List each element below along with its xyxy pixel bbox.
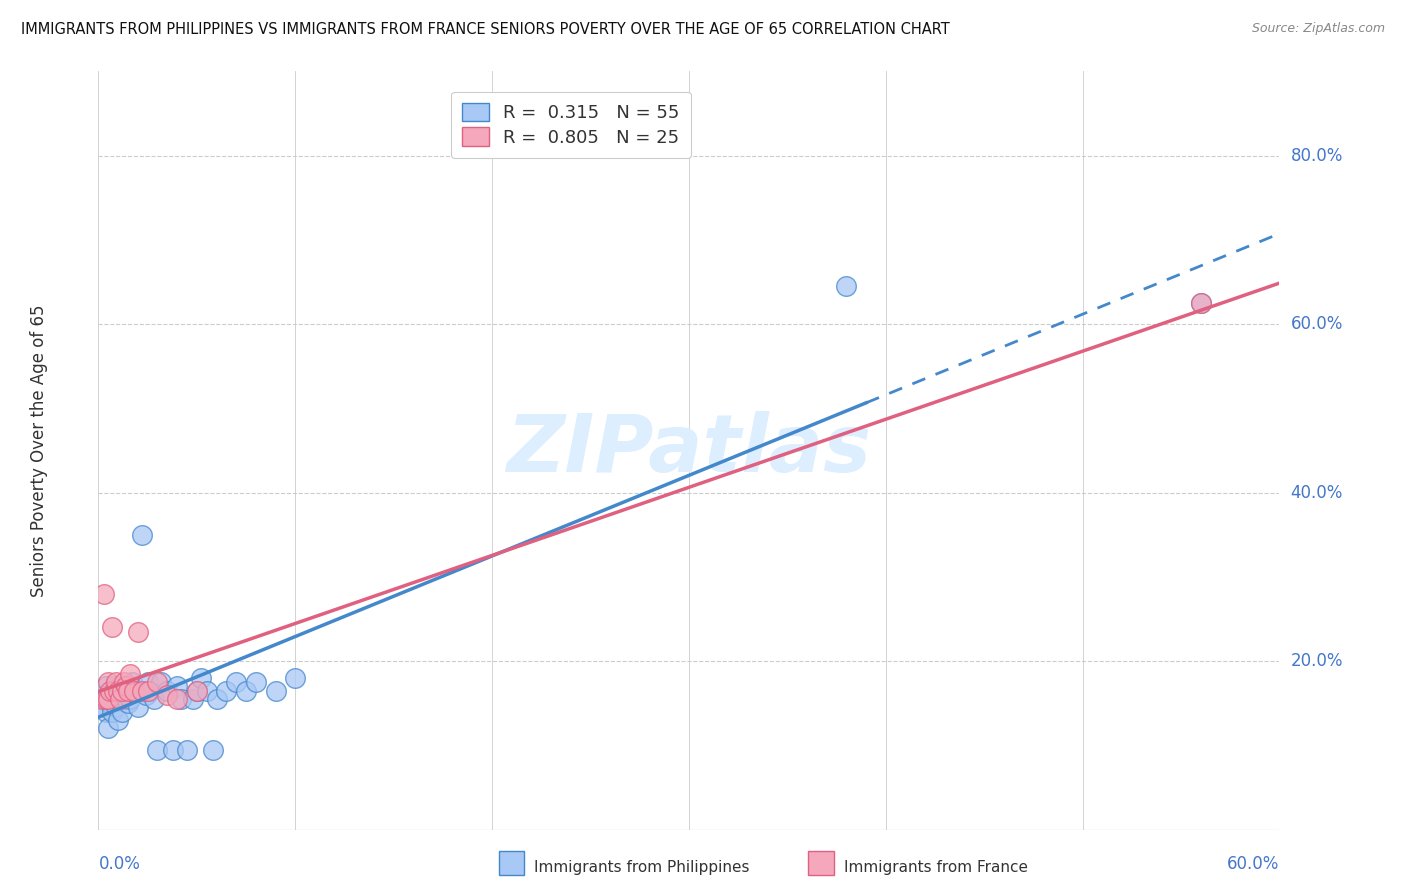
Point (101, 683, 124, 698)
Point (98, 696, 121, 710)
Point (138, 683, 160, 698)
Point (96, 679, 118, 693)
Point (135, 688, 157, 702)
Text: ZIPatlas: ZIPatlas (506, 411, 872, 490)
Point (205, 692, 228, 706)
Point (91, 700, 114, 714)
Text: Immigrants from France: Immigrants from France (844, 860, 1028, 874)
Point (97, 688, 120, 702)
Point (93, 587, 115, 601)
Point (156, 688, 179, 702)
Point (111, 683, 134, 698)
Point (97, 692, 120, 706)
Point (136, 675, 159, 690)
Point (98, 692, 121, 706)
Point (96, 692, 118, 706)
Text: 0.0%: 0.0% (98, 855, 141, 872)
Point (115, 683, 138, 698)
Point (118, 666, 141, 681)
Point (195, 683, 218, 698)
Point (162, 742, 184, 756)
Point (118, 692, 141, 706)
Point (101, 620, 124, 634)
Text: 60.0%: 60.0% (1227, 855, 1279, 872)
Point (96, 705, 118, 719)
Text: 20.0%: 20.0% (1291, 652, 1343, 670)
Point (97, 722, 120, 736)
Point (93, 692, 115, 706)
Point (108, 692, 131, 706)
Point (146, 675, 169, 690)
Point (186, 683, 208, 698)
Point (176, 742, 198, 756)
Point (181, 692, 204, 706)
Point (111, 705, 134, 719)
Text: Seniors Poverty Over the Age of 65: Seniors Poverty Over the Age of 65 (31, 304, 48, 597)
Point (1189, 296, 1212, 310)
Point (93, 688, 115, 702)
Point (127, 624, 149, 639)
Point (103, 692, 125, 706)
Point (136, 683, 159, 698)
Text: Immigrants from Philippines: Immigrants from Philippines (534, 860, 749, 874)
Point (115, 679, 138, 693)
Point (166, 692, 188, 706)
Point (105, 675, 128, 690)
Point (98, 683, 121, 698)
Point (105, 688, 128, 702)
Point (103, 679, 125, 693)
Point (108, 692, 131, 706)
Point (105, 700, 128, 714)
Text: 60.0%: 60.0% (1291, 315, 1343, 333)
Point (146, 742, 169, 756)
Point (835, 279, 858, 293)
Text: Source: ZipAtlas.com: Source: ZipAtlas.com (1251, 22, 1385, 36)
Point (108, 679, 131, 693)
Point (131, 683, 153, 698)
Point (97, 675, 120, 690)
Point (122, 683, 145, 698)
Point (122, 683, 145, 698)
Point (107, 683, 129, 698)
Point (284, 671, 307, 685)
Point (103, 683, 125, 698)
Text: IMMIGRANTS FROM PHILIPPINES VS IMMIGRANTS FROM FRANCE SENIORS POVERTY OVER THE A: IMMIGRANTS FROM PHILIPPINES VS IMMIGRANT… (21, 22, 950, 37)
Point (166, 679, 188, 693)
Point (117, 683, 139, 698)
Point (225, 675, 247, 690)
Point (170, 692, 193, 706)
Point (117, 688, 139, 702)
Point (107, 683, 129, 698)
Point (215, 683, 238, 698)
Point (121, 675, 143, 690)
Point (91, 692, 114, 706)
Point (201, 742, 224, 756)
Point (190, 671, 212, 685)
Point (142, 692, 165, 706)
Point (101, 705, 124, 719)
Legend: R =  0.315   N = 55, R =  0.805   N = 25: R = 0.315 N = 55, R = 0.805 N = 25 (451, 92, 690, 158)
Point (112, 692, 135, 706)
Point (186, 683, 208, 698)
Point (107, 713, 129, 727)
Point (112, 675, 135, 690)
Point (245, 675, 267, 690)
Point (156, 683, 179, 698)
Point (131, 527, 153, 541)
Point (150, 675, 173, 690)
Point (127, 700, 149, 714)
Text: 80.0%: 80.0% (1291, 146, 1343, 165)
Text: 40.0%: 40.0% (1291, 483, 1343, 501)
Point (1189, 296, 1212, 310)
Point (235, 683, 257, 698)
Point (264, 683, 287, 698)
Point (117, 696, 139, 710)
Point (111, 688, 134, 702)
